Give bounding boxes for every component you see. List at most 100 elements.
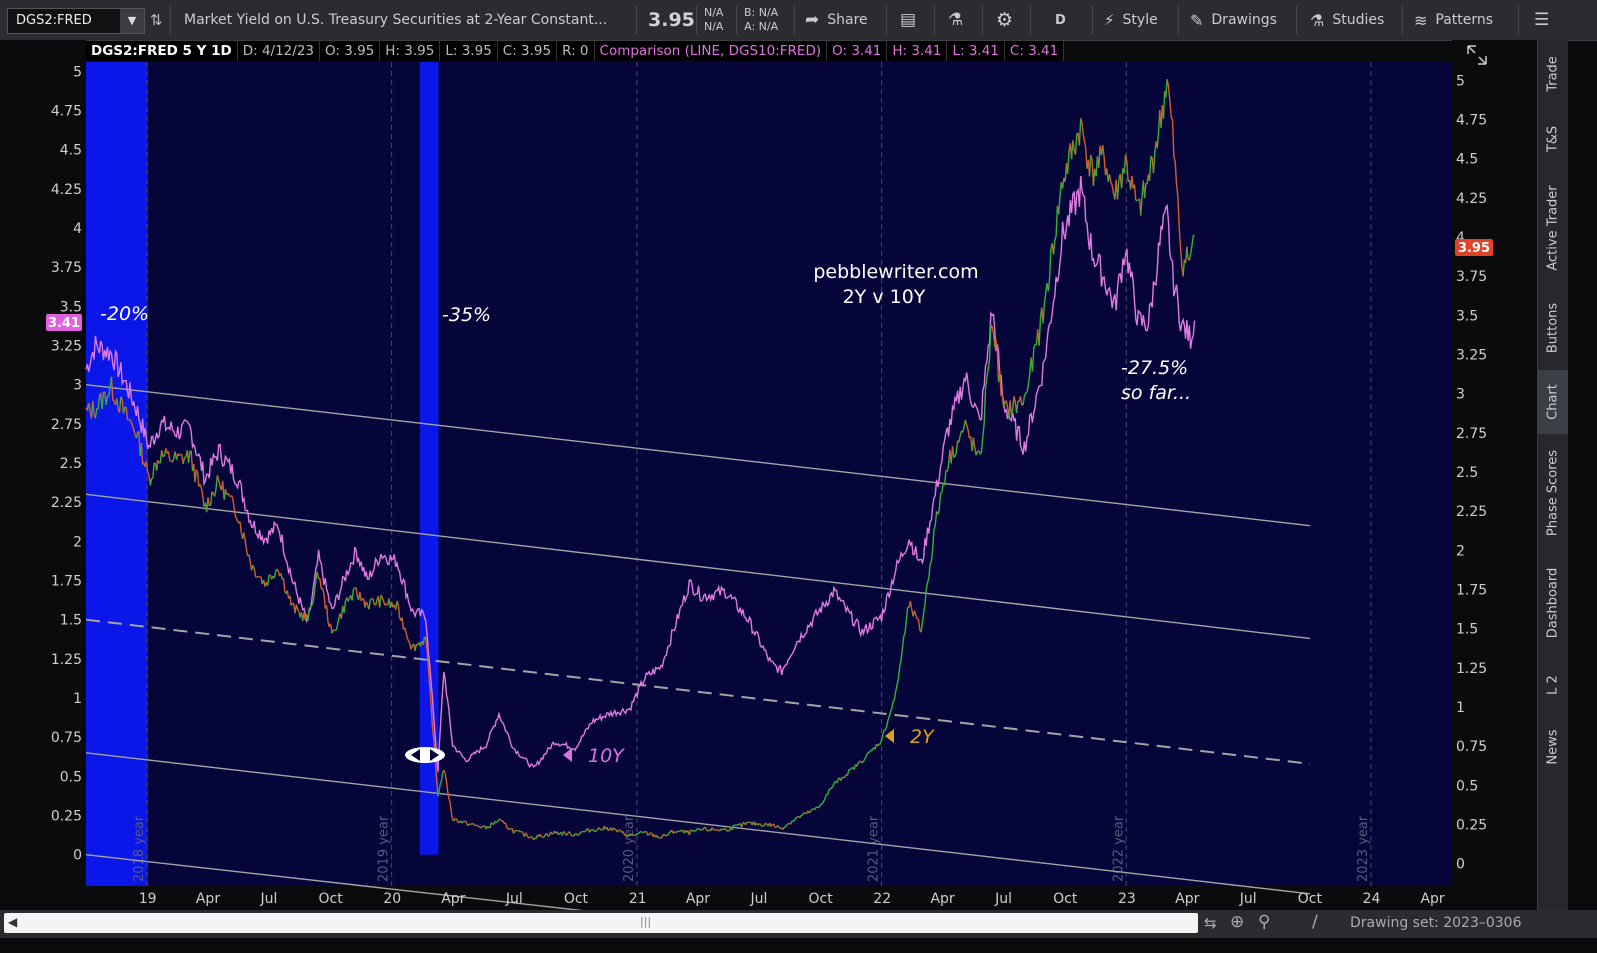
drawing-set-label[interactable]: Drawing set: 2023–0306 [1350, 915, 1522, 931]
share-button[interactable]: ➦ Share [805, 0, 868, 40]
y-tick-label-right: 2.25 [1456, 504, 1487, 520]
patterns-button[interactable]: ≋ Patterns [1414, 0, 1493, 40]
zoom-icon[interactable]: ⚲ [1258, 912, 1271, 932]
y-tick-label-right: 1.5 [1456, 622, 1478, 638]
series-dgs2-segment [276, 568, 281, 577]
series-dgs2-segment [514, 829, 518, 832]
pointer-10y-icon [563, 748, 572, 762]
series-dgs2-segment [495, 818, 501, 824]
link-icon[interactable]: ⇅ [150, 11, 163, 29]
symbol-input[interactable]: DGS2:FRED ▼ [7, 8, 145, 34]
symbol-dropdown-icon[interactable]: ▼ [120, 9, 144, 33]
info-cmp-low: L: 3.41 [947, 41, 1005, 61]
snapshot-button[interactable]: ▤ [900, 0, 916, 40]
tab-news[interactable]: News [1545, 729, 1561, 765]
tab-dashboard[interactable]: Dashboard [1545, 567, 1561, 639]
y-tick-label-left: 1 [73, 691, 82, 707]
series-dgs2-segment [1090, 154, 1095, 187]
series-dgs2-segment [1148, 156, 1152, 182]
menu-button[interactable]: ☰ [1534, 0, 1549, 40]
annotation-drop-2018: -20% [100, 303, 149, 325]
x-tick-label: 19 [139, 891, 157, 907]
x-tick-label: Jul [505, 891, 523, 907]
tab-chart[interactable]: Chart [1538, 370, 1568, 434]
tab-buttons[interactable]: Buttons [1545, 302, 1561, 354]
drawing-tool-icon[interactable]: ∕ [1312, 912, 1318, 932]
series-dgs2-segment [846, 766, 854, 776]
series-dgs2-segment [182, 450, 188, 465]
series-dgs2-segment [248, 554, 253, 571]
y-tick-label-right: 4.25 [1456, 191, 1487, 207]
series-dgs2-segment [378, 594, 382, 608]
series-dgs2-segment [720, 828, 724, 831]
drawings-button[interactable]: ✎ Drawings [1190, 0, 1277, 40]
series-dgs2-segment [640, 830, 643, 834]
x-tick-label: Jul [749, 891, 767, 907]
series-dgs2-segment [1031, 329, 1039, 372]
time-scrollbar[interactable]: ◀ ||| [4, 913, 1198, 933]
series-dgs2-segment [175, 453, 179, 461]
settings-button[interactable]: ⚙ [996, 0, 1013, 40]
series-dgs2-segment [861, 746, 875, 764]
series-dgs2-segment [693, 827, 699, 833]
watermark-site: pebblewriter.com [813, 261, 978, 283]
series-dgs2-segment [539, 833, 544, 838]
series-dgs2-segment [937, 482, 944, 515]
style-button[interactable]: ⚡ Style [1104, 0, 1158, 40]
tab-trade[interactable]: Trade [1545, 56, 1561, 92]
series-dgs2-segment [286, 590, 290, 599]
series-dgs2-segment [1162, 90, 1166, 119]
scroll-left-icon[interactable]: ◀ [8, 915, 18, 929]
tab-level-2[interactable]: L 2 [1545, 675, 1561, 695]
share-icon: ➦ [805, 10, 820, 30]
series-dgs2-segment [740, 822, 744, 828]
year-marker-label: 2018 year [132, 815, 147, 882]
y-tick-label-left: 0.5 [60, 769, 82, 785]
series-dgs2-segment [463, 820, 465, 823]
y-tick-label-right: 2.5 [1456, 465, 1478, 481]
series-dgs2-segment [761, 822, 767, 828]
series-dgs2-segment [343, 597, 348, 613]
series-dgs2-segment [351, 587, 356, 601]
crosshair-icon[interactable]: ⊕ [1230, 912, 1245, 932]
series-dgs2-segment [140, 443, 144, 465]
aggregation-button[interactable]: D [1055, 12, 1066, 28]
series-dgs2-segment [414, 644, 418, 652]
y-tick-label-right: 1 [1456, 700, 1465, 716]
tab-active-trader[interactable]: Active Trader [1545, 185, 1561, 271]
gear-icon: ⚙ [996, 9, 1014, 31]
tab-phase-scores[interactable]: Phase Scores [1545, 449, 1561, 537]
y-tick-label-right: 3.5 [1456, 308, 1478, 324]
series-dgs2-segment [601, 825, 605, 831]
scroll-grip-icon[interactable]: ||| [640, 915, 652, 928]
tab-time-and-sales[interactable]: T&S [1545, 125, 1561, 153]
series-dgs2-segment [715, 829, 721, 832]
y-tick-label-left: 3.5 [60, 299, 82, 315]
series-dgs2-segment [1092, 168, 1096, 187]
y-tick-label-left: 2.75 [51, 417, 82, 433]
expand-time-icon[interactable]: ⇆ [1204, 914, 1217, 932]
y-tick-label-left: 0.75 [51, 730, 82, 746]
maximize-icon[interactable] [1467, 45, 1487, 65]
series-dgs2-segment [167, 451, 173, 463]
series-dgs2-segment [759, 823, 763, 827]
series-dgs2-segment [679, 829, 682, 832]
series-dgs2-segment [422, 636, 426, 645]
series-dgs2-segment [635, 830, 642, 836]
info-comparison: Comparison (LINE, DGS10:FRED) [595, 41, 828, 61]
series-dgs2-segment [158, 450, 163, 464]
trend-line-1 [85, 493, 1310, 640]
studies-button[interactable]: ⚗ Studies [1310, 0, 1384, 40]
info-low: L: 3.95 [440, 41, 498, 61]
studies-lab-button[interactable]: ⚗ [948, 0, 963, 40]
drag-handle-icon[interactable] [405, 747, 445, 763]
series-dgs2-segment [145, 461, 151, 486]
series-dgs2-segment [550, 831, 554, 835]
price-chart[interactable]: 2018 year 2019 year 2020 year 2021 year 2022… [0, 40, 1537, 910]
y-tick-label-left: 2.5 [60, 456, 82, 472]
series-dgs2-segment [563, 830, 567, 836]
series-dgs2-segment [699, 828, 702, 831]
series-dgs2-segment [178, 453, 182, 457]
info-date: D: 4/12/23 [238, 41, 320, 61]
x-tick-label: Oct [1053, 891, 1078, 907]
